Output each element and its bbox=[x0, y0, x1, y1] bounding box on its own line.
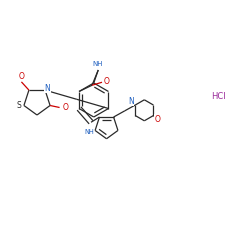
Text: O: O bbox=[155, 115, 161, 124]
Text: O: O bbox=[62, 104, 68, 112]
Text: O: O bbox=[104, 77, 110, 86]
Text: NH: NH bbox=[92, 62, 103, 68]
Text: NH: NH bbox=[84, 130, 94, 136]
Text: N: N bbox=[128, 97, 134, 106]
Text: HCl: HCl bbox=[212, 92, 226, 101]
Text: S: S bbox=[16, 101, 21, 110]
Text: O: O bbox=[18, 72, 24, 81]
Text: N: N bbox=[45, 84, 51, 93]
